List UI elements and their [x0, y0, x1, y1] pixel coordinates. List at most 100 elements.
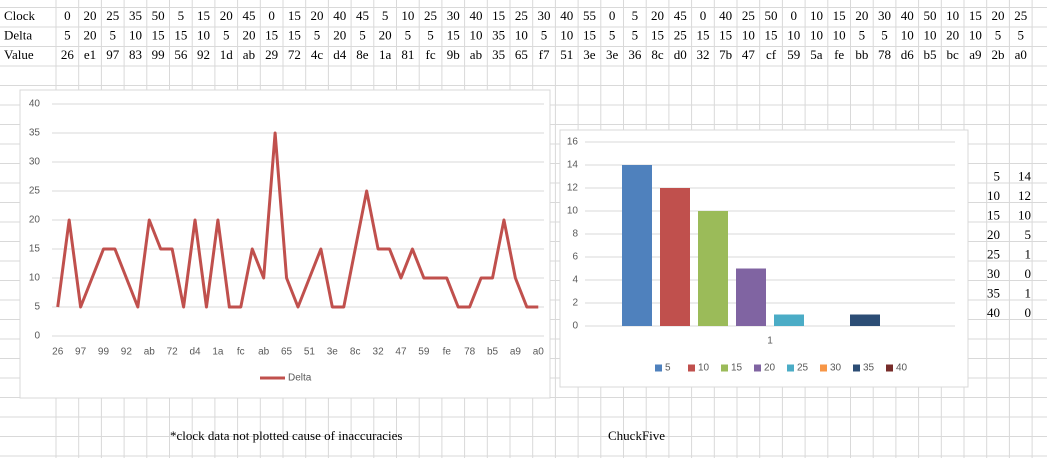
- legend-swatch: [688, 364, 695, 372]
- cell: 35: [492, 27, 505, 42]
- cell: 20: [333, 27, 346, 42]
- cell: 15: [447, 27, 460, 42]
- y-tick-label: 6: [572, 252, 578, 263]
- y-tick-label: 8: [572, 229, 578, 240]
- cell: 8e: [356, 47, 369, 62]
- cell: 10: [129, 27, 142, 42]
- cell: 59: [787, 47, 800, 62]
- cell: 25: [515, 8, 528, 23]
- y-tick-label: 20: [29, 215, 41, 226]
- cell: 5: [1018, 27, 1025, 42]
- cell: 35: [492, 47, 505, 62]
- x-tick-label: 72: [167, 347, 179, 358]
- legend-label: 15: [731, 363, 743, 374]
- cell: 15: [765, 27, 778, 42]
- cell: 5: [359, 27, 366, 42]
- cell: 25: [106, 8, 119, 23]
- x-tick-label: 97: [75, 347, 87, 358]
- cell: 47: [742, 47, 756, 62]
- cell: 15: [288, 8, 301, 23]
- cell: 10: [742, 27, 755, 42]
- cell: 15: [987, 207, 1000, 222]
- x-tick-label: ab: [258, 347, 270, 358]
- bar: [622, 165, 652, 326]
- legend-swatch: [721, 364, 728, 372]
- legend-label: 10: [698, 363, 710, 374]
- bar: [774, 314, 804, 326]
- cell: 3e: [583, 47, 596, 62]
- cell: 5: [881, 27, 888, 42]
- x-tick-label: 8c: [350, 347, 361, 358]
- x-tick-label: 51: [304, 347, 316, 358]
- cell: 5: [541, 27, 548, 42]
- row-header: Clock: [4, 8, 36, 23]
- cell: 56: [174, 47, 188, 62]
- cell: 5: [223, 27, 230, 42]
- cell: 20: [946, 27, 959, 42]
- x-tick-label: 26: [52, 347, 64, 358]
- cell: 45: [674, 8, 687, 23]
- cell: 4c: [311, 47, 324, 62]
- cell: f7: [539, 47, 550, 62]
- cell: 8c: [651, 47, 664, 62]
- note: *clock data not plotted cause of inaccur…: [170, 428, 402, 443]
- cell: 10: [987, 188, 1000, 203]
- x-tick-label: fe: [443, 347, 452, 358]
- cell: 12: [1018, 188, 1031, 203]
- cell: 40: [901, 8, 914, 23]
- cell: 0: [1025, 266, 1032, 281]
- cell: 50: [765, 8, 778, 23]
- note: ChuckFive: [608, 428, 665, 443]
- cell: 40: [560, 8, 573, 23]
- cell: 5: [110, 27, 117, 42]
- legend-swatch: [787, 364, 794, 372]
- cell: 0: [1025, 305, 1032, 320]
- cell: 0: [791, 8, 798, 23]
- cell: 15: [197, 8, 210, 23]
- x-tick-label: 47: [395, 347, 407, 358]
- cell: 83: [129, 47, 142, 62]
- y-tick-label: 40: [29, 99, 41, 110]
- cell: 20: [84, 8, 97, 23]
- legend-label: 35: [863, 363, 875, 374]
- y-tick-label: 14: [567, 160, 579, 171]
- x-tick-label: 1: [767, 336, 773, 347]
- cell: 5: [632, 27, 639, 42]
- bar-chart-frame: [559, 129, 969, 388]
- cell: 1a: [379, 47, 392, 62]
- cell: 45: [356, 8, 369, 23]
- cell: 25: [1014, 8, 1027, 23]
- cell: 30: [447, 8, 460, 23]
- cell: 1: [1025, 246, 1032, 261]
- cell: 32: [696, 47, 709, 62]
- x-tick-label: 99: [98, 347, 110, 358]
- cell: bc: [947, 47, 960, 62]
- cell: 0: [64, 8, 71, 23]
- cell: d4: [333, 47, 347, 62]
- legend-swatch: [655, 364, 662, 372]
- cell: 40: [469, 8, 482, 23]
- y-tick-label: 0: [572, 321, 578, 332]
- cell: ab: [470, 47, 482, 62]
- cell: 5: [609, 27, 616, 42]
- cell: 10: [560, 27, 573, 42]
- cell: 20: [84, 27, 97, 42]
- x-tick-label: fc: [237, 347, 245, 358]
- cell: 40: [987, 305, 1000, 320]
- cell: 10: [1018, 207, 1031, 222]
- bar: [736, 268, 766, 326]
- legend-label: 40: [896, 363, 908, 374]
- cell: 25: [742, 8, 755, 23]
- cell: 50: [152, 8, 165, 23]
- line: [56, 131, 539, 309]
- cell: 5a: [810, 47, 823, 62]
- cell: 50: [923, 8, 936, 23]
- legend-swatch: [820, 364, 827, 372]
- x-tick-label: 3e: [327, 347, 339, 358]
- cell: a0: [1015, 47, 1027, 62]
- cell: 10: [810, 27, 823, 42]
- legend-swatch: [754, 364, 761, 372]
- x-tick-label: 65: [281, 347, 293, 358]
- cell: 15: [833, 8, 846, 23]
- cell: 30: [878, 8, 891, 23]
